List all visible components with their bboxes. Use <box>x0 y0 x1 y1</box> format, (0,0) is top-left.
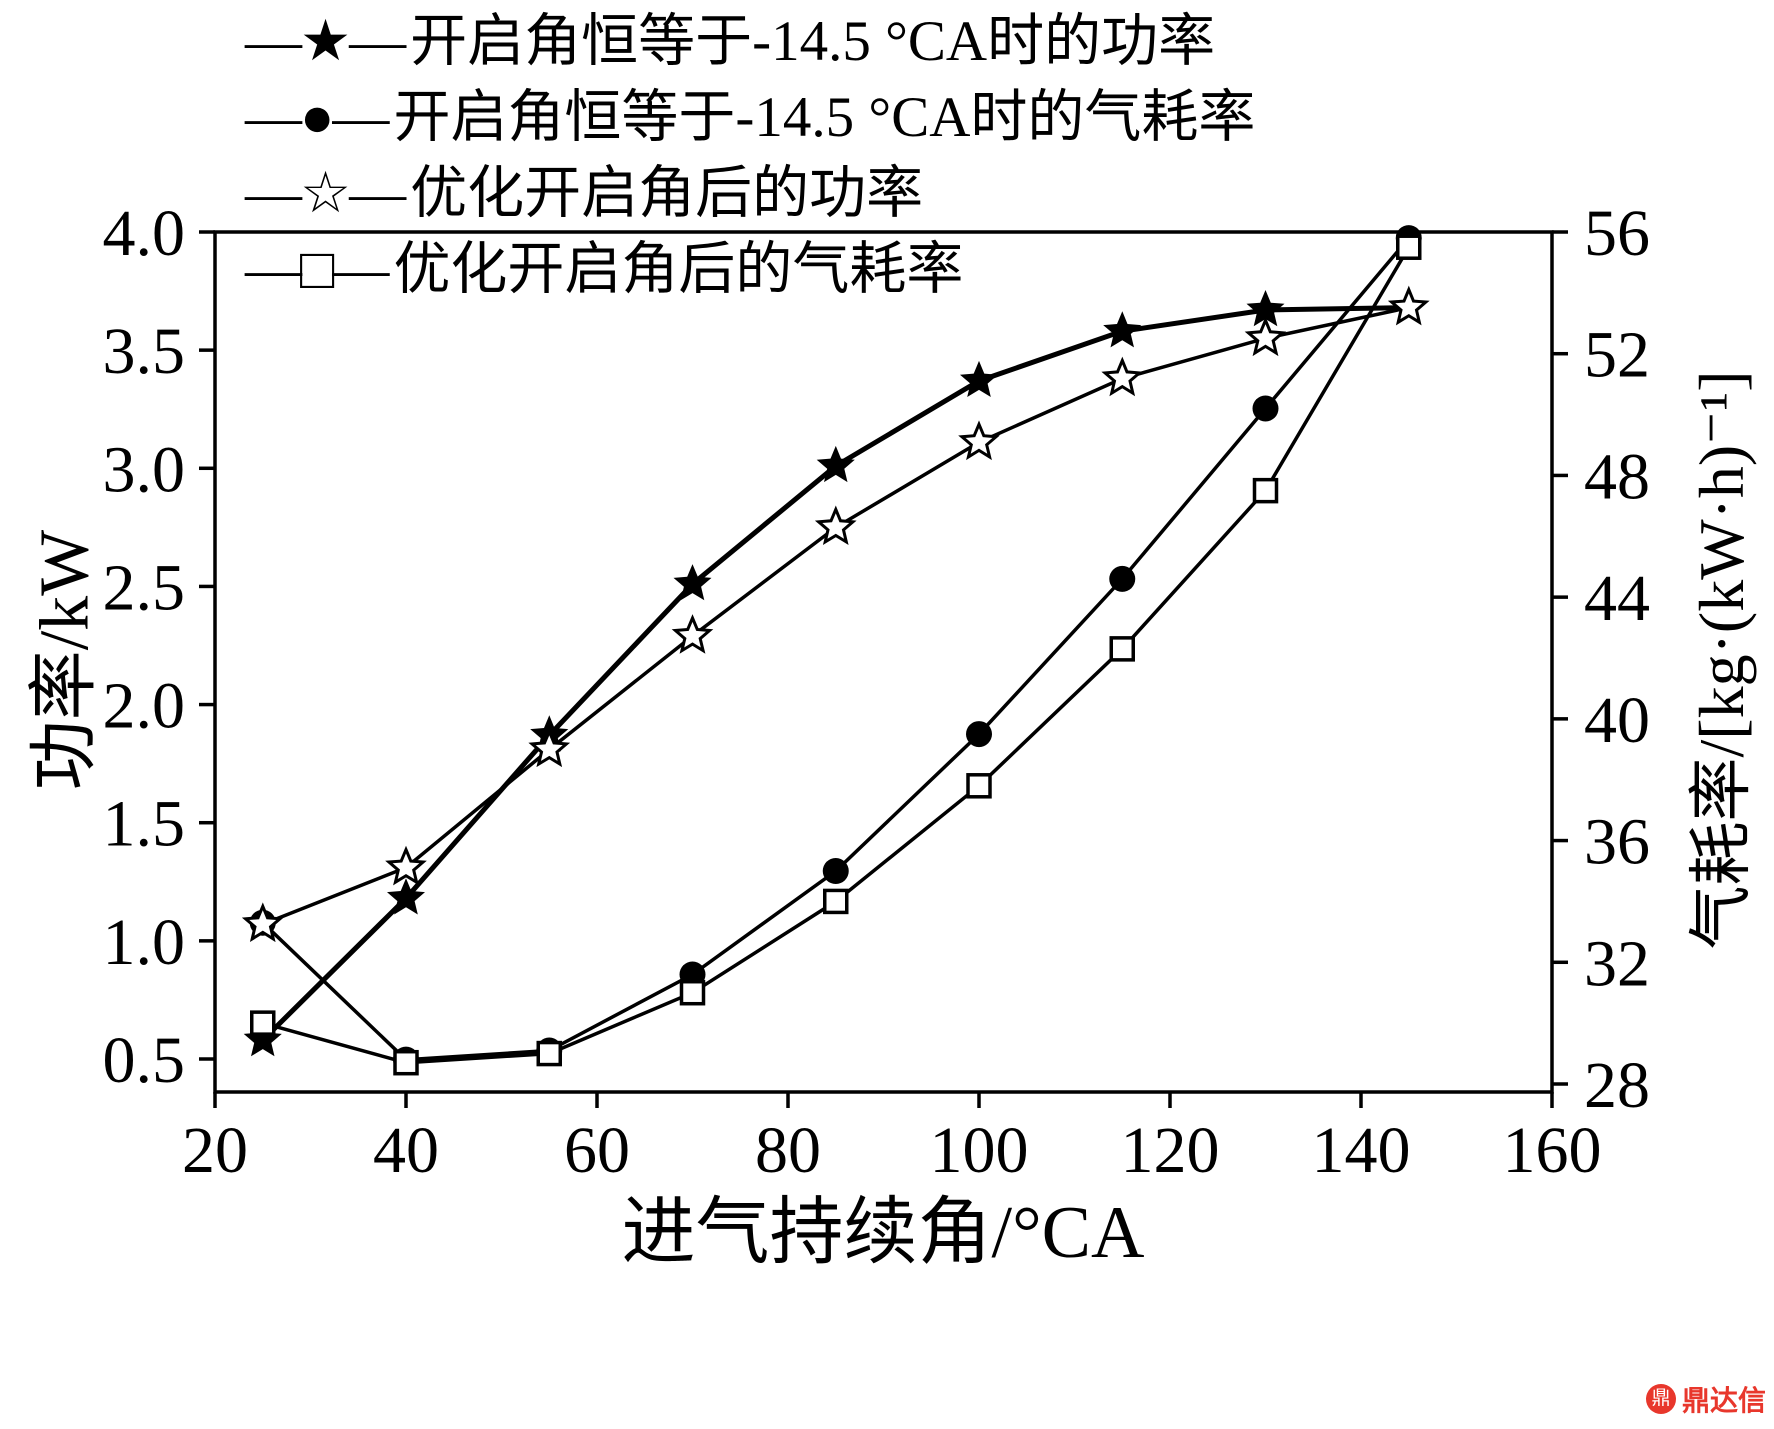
y-left-tick-label: 1.0 <box>103 906 186 979</box>
legend-item-label: 开启角恒等于-14.5 °CA时的气耗率 <box>393 86 1256 149</box>
y-axis-label-left: 功率/kW <box>26 529 104 791</box>
marker-circle-filled <box>822 858 849 884</box>
marker-star-open <box>958 420 1000 461</box>
dingdaxin-logo-icon: 鼎 <box>1645 1384 1676 1414</box>
watermark: 鼎 鼎达信 <box>1645 1379 1766 1419</box>
marker-square-open <box>966 773 992 799</box>
marker-star-filled <box>960 360 998 397</box>
y-right-tick-label: 36 <box>1584 806 1650 879</box>
legend-item-label: 开启角恒等于-14.5 °CA时的功率 <box>410 10 1216 73</box>
y-right-tick-label: 56 <box>1584 197 1650 270</box>
marker-square-open <box>536 1040 562 1067</box>
star-open-icon: —☆— <box>245 162 406 225</box>
x-axis-label: 进气持续角/°CA <box>621 1192 1145 1274</box>
marker-star-filled <box>1103 311 1142 348</box>
legend-item: —●— 开启角恒等于-14.5 °CA时的气耗率 <box>245 80 1255 156</box>
y-right-tick-label: 44 <box>1584 562 1650 635</box>
x-tick-label: 80 <box>755 1114 821 1187</box>
marker-star-open <box>528 727 571 768</box>
marker-square-open <box>1109 636 1135 662</box>
y-left-tick-label: 3.5 <box>103 315 186 388</box>
circle-filled-icon: —●— <box>245 86 389 149</box>
marker-square-open <box>823 888 849 915</box>
marker-star-open <box>671 614 714 654</box>
legend-item-label: 优化开启角后的气耗率 <box>393 238 964 301</box>
x-tick-label: 120 <box>1121 1114 1220 1187</box>
marker-star-open <box>241 902 284 943</box>
marker-circle-filled <box>1252 395 1279 422</box>
marker-star-filled <box>1246 290 1285 327</box>
legend-item: —☆— 优化开启角后的功率 <box>245 156 1255 232</box>
x-tick-label: 40 <box>373 1114 439 1187</box>
y-left-tick-label: 2.0 <box>103 670 186 743</box>
watermark-text: 鼎达信 <box>1681 1385 1766 1416</box>
marker-square-open <box>679 979 706 1006</box>
marker-square-open <box>393 1049 419 1076</box>
x-tick-label: 140 <box>1312 1114 1411 1187</box>
y-left-tick-label: 1.5 <box>103 788 186 861</box>
legend-item-label: 优化开启角后的功率 <box>410 162 924 225</box>
y-right-tick-label: 48 <box>1584 440 1650 513</box>
square-open-icon: —□— <box>245 238 389 301</box>
star-filled-icon: —★— <box>245 10 406 73</box>
legend-item: —★— 开启角恒等于-14.5 °CA时的功率 <box>245 4 1255 80</box>
marker-circle-filled <box>966 721 992 748</box>
marker-star-open <box>1387 285 1430 326</box>
y-right-tick-label: 28 <box>1584 1049 1650 1122</box>
marker-star-open <box>814 505 857 546</box>
y-left-tick-label: 0.5 <box>103 1024 186 1097</box>
marker-star-filled <box>387 878 425 915</box>
marker-star-filled <box>243 1020 282 1057</box>
y-left-tick-label: 3.0 <box>103 433 186 506</box>
marker-circle-filled <box>1109 565 1136 592</box>
x-tick-label: 160 <box>1503 1114 1602 1187</box>
marker-star-open <box>1244 316 1287 357</box>
marker-star-open <box>1101 356 1144 397</box>
marker-star-filled <box>673 564 712 601</box>
marker-square-open <box>1252 477 1279 504</box>
y-left-tick-label: 2.5 <box>103 551 186 624</box>
legend: —★— 开启角恒等于-14.5 °CA时的功率 —●— 开启角恒等于-14.5 … <box>245 4 1255 308</box>
x-tick-label: 20 <box>182 1114 248 1187</box>
x-tick-label: 60 <box>564 1114 630 1187</box>
series-line-circle-filled <box>261 236 1411 1062</box>
y-left-tick-label: 4.0 <box>103 197 186 270</box>
legend-item: —□— 优化开启角后的气耗率 <box>245 232 1255 308</box>
series-line-star-open <box>262 305 1410 926</box>
y-right-tick-label: 52 <box>1584 319 1650 392</box>
y-axis-label-right: 气耗率/[kg·(kW·h)⁻¹] <box>1686 370 1757 950</box>
series-line-square-open <box>262 246 1411 1065</box>
marker-star-filled <box>816 445 855 483</box>
y-right-tick-label: 40 <box>1584 684 1650 757</box>
plot-border <box>213 230 1554 1094</box>
marker-square-open <box>1396 234 1422 260</box>
y-right-tick-label: 32 <box>1584 927 1650 1000</box>
x-tick-label: 100 <box>930 1114 1029 1187</box>
marker-star-open <box>385 845 427 886</box>
marker-square-open <box>250 1010 276 1036</box>
series-line-star-filled <box>261 305 1409 1042</box>
